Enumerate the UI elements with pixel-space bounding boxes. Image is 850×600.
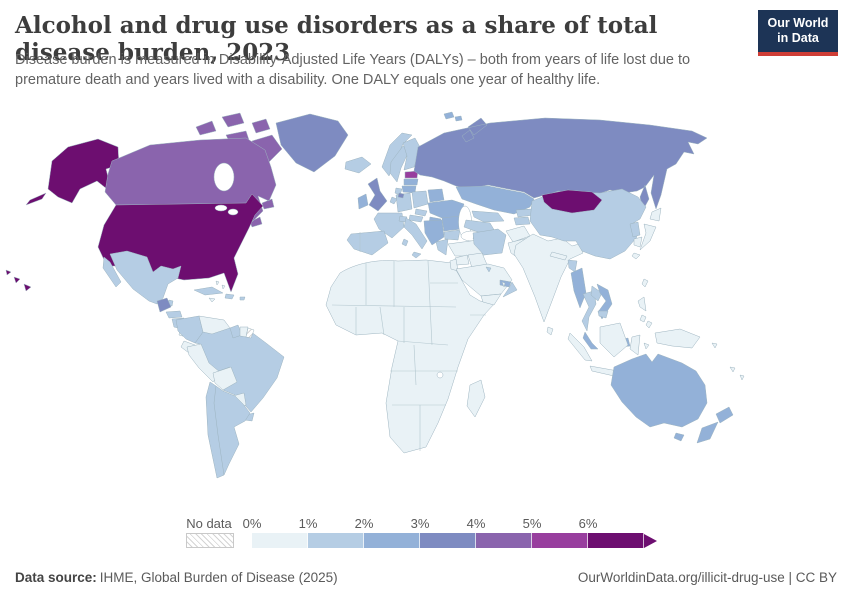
legend-no-data-label: No data	[186, 516, 232, 531]
country-oman[interactable]	[502, 281, 518, 298]
country-north-korea[interactable]	[629, 221, 641, 238]
country-guatemala[interactable]	[156, 297, 172, 313]
country-madagascar[interactable]	[466, 379, 486, 418]
country-czechia[interactable]	[414, 208, 428, 217]
legend-tick-1: 1%	[298, 516, 318, 531]
country-sweden[interactable]	[389, 145, 410, 183]
attribution-link[interactable]: OurWorldinData.org/illicit-drug-use | CC…	[577, 570, 837, 585]
country-sri-lanka[interactable]	[546, 326, 554, 336]
africa-country-borders	[331, 260, 486, 451]
country-honduras[interactable]	[165, 310, 183, 319]
legend-band-1-2[interactable]	[308, 533, 364, 548]
country-bolivia[interactable]	[212, 366, 238, 391]
country-ukraine[interactable]	[427, 199, 465, 219]
region-pacific-islands[interactable]	[711, 342, 745, 381]
region-africa-mainland[interactable]	[325, 259, 496, 454]
country-kuwait[interactable]	[485, 266, 492, 273]
country-bangladesh[interactable]	[567, 259, 578, 273]
legend-no-data-swatch[interactable]	[186, 533, 234, 548]
country-belarus[interactable]	[427, 188, 445, 203]
country-taiwan[interactable]	[641, 278, 649, 288]
country-bahamas[interactable]	[215, 280, 226, 290]
country-myanmar[interactable]	[570, 267, 587, 309]
country-cambodia[interactable]	[597, 310, 609, 319]
region-balkans[interactable]	[423, 219, 445, 246]
country-iceland[interactable]	[344, 156, 372, 174]
country-united-kingdom[interactable]	[367, 177, 388, 212]
country-jamaica[interactable]	[208, 297, 216, 303]
country-poland[interactable]	[411, 190, 429, 209]
country-cuba[interactable]	[193, 286, 224, 296]
country-united-states-hawaii[interactable]	[5, 269, 32, 292]
legend-arrow	[644, 533, 657, 548]
legend-band-5-6[interactable]	[532, 533, 588, 548]
country-venezuela[interactable]	[198, 315, 231, 335]
legend-tick-6: 6%	[578, 516, 598, 531]
country-greenland[interactable]	[275, 113, 349, 173]
country-greece[interactable]	[435, 238, 449, 256]
country-mexico[interactable]	[102, 250, 182, 305]
country-kazakhstan[interactable]	[455, 185, 535, 215]
country-tajikistan[interactable]	[513, 216, 531, 226]
owid-logo[interactable]: Our World in Data	[758, 10, 838, 56]
legend-tick-3: 3%	[410, 516, 430, 531]
country-ireland[interactable]	[357, 193, 369, 210]
country-finland[interactable]	[402, 137, 422, 171]
country-yemen[interactable]	[480, 293, 502, 306]
country-germany[interactable]	[395, 192, 413, 213]
legend-tick-2: 2%	[354, 516, 374, 531]
legend-tick-5: 5%	[522, 516, 542, 531]
legend-band-0-1[interactable]	[252, 533, 308, 548]
country-benelux[interactable]	[389, 196, 398, 205]
country-nepal[interactable]	[549, 251, 568, 261]
country-laos[interactable]	[590, 285, 603, 302]
data-source-label: Data source:	[15, 570, 97, 585]
country-saudi-arabia[interactable]	[455, 263, 513, 297]
country-united-arab-emirates[interactable]	[499, 279, 512, 288]
legend-color-bar	[252, 533, 657, 548]
data-source-value: IHME, Global Burden of Disease (2025)	[99, 570, 338, 585]
country-syria[interactable]	[454, 254, 470, 266]
country-hispaniola[interactable]	[224, 293, 235, 300]
country-uzbekistan[interactable]	[471, 210, 505, 223]
country-estonia[interactable]	[404, 170, 419, 179]
country-south-korea[interactable]	[633, 236, 643, 248]
country-bulgaria[interactable]	[443, 229, 461, 241]
country-mongolia[interactable]	[541, 189, 603, 214]
legend-band-2-3[interactable]	[364, 533, 420, 548]
world-map	[0, 105, 850, 505]
great-lakes	[214, 204, 228, 212]
legend-band-6-plus[interactable]	[588, 533, 644, 548]
country-qatar[interactable]	[501, 281, 506, 288]
legend-band-3-4[interactable]	[420, 533, 476, 548]
country-iran[interactable]	[472, 228, 507, 256]
hudson-bay	[213, 162, 235, 192]
country-australia[interactable]	[610, 353, 708, 442]
legend-band-4-5[interactable]	[476, 533, 532, 548]
data-source: Data source: IHME, Global Burden of Disea…	[15, 570, 338, 585]
country-new-zealand[interactable]	[696, 406, 734, 444]
country-puerto-rico[interactable]	[239, 296, 246, 301]
country-papua-new-guinea[interactable]	[654, 328, 701, 349]
country-argentina[interactable]	[213, 385, 251, 476]
country-philippines[interactable]	[637, 296, 653, 329]
owid-logo-line2: in Data	[777, 31, 819, 45]
country-svalbard[interactable]	[443, 111, 463, 122]
lake-victoria	[436, 371, 444, 379]
legend-tick-0: 0%	[242, 516, 262, 531]
country-austria[interactable]	[408, 214, 424, 223]
country-latvia[interactable]	[403, 178, 419, 186]
legend-tick-4: 4%	[466, 516, 486, 531]
country-spain[interactable]	[346, 230, 389, 256]
country-japan[interactable]	[631, 207, 662, 260]
great-lakes	[227, 208, 239, 216]
country-united-states[interactable]	[97, 193, 264, 293]
chart-subtitle: Disease burden is measured in Disability…	[15, 52, 691, 89]
page-title: Alcohol and drug use disorders as a shar…	[15, 12, 658, 66]
country-italy[interactable]	[403, 217, 428, 259]
country-united-states-alaska[interactable]	[25, 138, 120, 206]
owid-logo-line1: Our World	[767, 16, 829, 30]
country-french-guiana[interactable]	[245, 327, 255, 339]
